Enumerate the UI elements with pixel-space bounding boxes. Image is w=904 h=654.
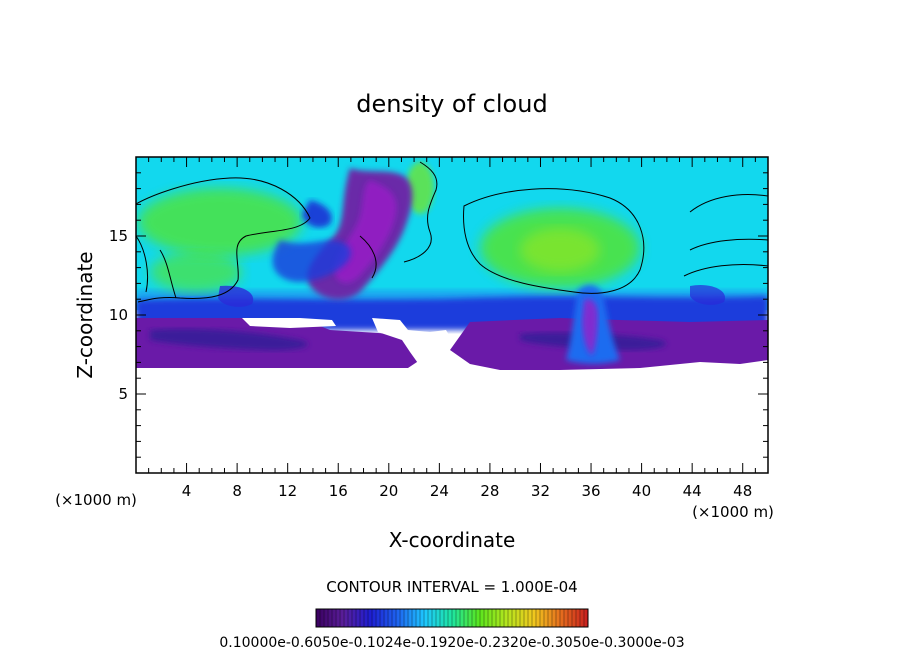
x-tick-label: 20 <box>379 482 398 500</box>
x-tick-label: 8 <box>232 482 242 500</box>
y-axis-ticks: 5 10 15 <box>109 172 768 458</box>
x-tick-label: 12 <box>278 482 297 500</box>
heatmap-field <box>136 157 768 370</box>
x-tick-label: 16 <box>329 482 348 500</box>
x-tick-label: 48 <box>733 482 752 500</box>
x-unit-label-right: (×1000 m) <box>692 503 774 521</box>
y-tick-label: 5 <box>118 385 128 403</box>
x-unit-label-left: (×1000 m) <box>55 491 137 509</box>
x-tick-label: 24 <box>430 482 449 500</box>
colorbar-ticks <box>319 609 585 627</box>
x-tick-label: 44 <box>683 482 702 500</box>
x-tick-label: 40 <box>632 482 651 500</box>
y-axis-label: Z-coordinate <box>73 251 97 378</box>
x-axis-ticks: 4 8 12 16 20 24 28 32 36 40 44 48 <box>148 157 756 500</box>
chart-title: density of cloud <box>356 90 547 118</box>
colorbar <box>315 608 589 628</box>
x-tick-label: 28 <box>480 482 499 500</box>
y-tick-label: 15 <box>109 227 128 245</box>
x-axis-label: X-coordinate <box>389 528 516 552</box>
contour-lines <box>136 161 768 303</box>
y-tick-label: 10 <box>109 306 128 324</box>
x-tick-label: 4 <box>182 482 192 500</box>
contour-interval-label: CONTOUR INTERVAL = 1.000E-04 <box>326 578 577 596</box>
x-tick-label: 36 <box>581 482 600 500</box>
colorbar-labels: 0.10000e-0.6050e-0.1024e-0.1920e-0.2320e… <box>219 635 684 651</box>
x-tick-label: 32 <box>531 482 550 500</box>
